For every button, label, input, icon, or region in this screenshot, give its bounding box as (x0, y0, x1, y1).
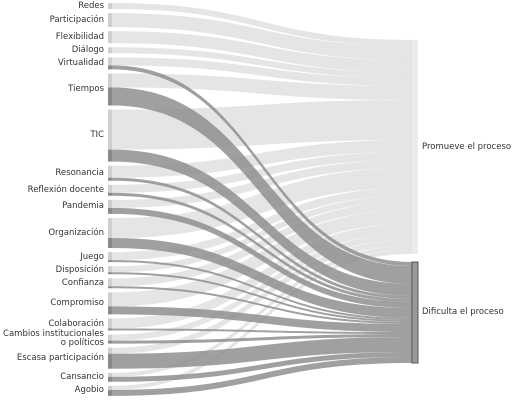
source-label: Disposición (55, 264, 104, 275)
link (112, 357, 412, 396)
source-node (108, 87, 112, 106)
source-node (108, 278, 112, 287)
target-node (412, 40, 418, 254)
source-label: Compromiso (50, 297, 104, 308)
link (112, 328, 412, 334)
source-node (108, 328, 112, 331)
link (112, 27, 412, 262)
source-node (108, 266, 112, 273)
source-node (108, 109, 112, 150)
source-node (108, 372, 112, 377)
link (112, 238, 412, 318)
source-node (108, 73, 112, 88)
source-node (108, 57, 112, 66)
link (112, 337, 412, 369)
target-label: Dificulta el proceso (422, 307, 504, 317)
link (112, 234, 412, 341)
source-node (108, 207, 112, 214)
source-node (108, 306, 112, 315)
source-node (108, 184, 112, 193)
source-label: Reflexión docente (27, 184, 104, 195)
link (112, 149, 412, 296)
target-node (411, 261, 419, 364)
link (112, 31, 412, 72)
source-node (108, 292, 112, 307)
link (112, 246, 412, 377)
source-label: Redes (78, 0, 104, 11)
source-node (108, 347, 112, 354)
link (112, 334, 412, 344)
link (112, 196, 412, 273)
source-label: Diálogo (71, 44, 104, 55)
source-label: Flexibilidad (55, 31, 104, 42)
source-node (108, 318, 112, 329)
link (112, 13, 412, 61)
source-node (108, 47, 112, 54)
source-label: TIC (90, 130, 104, 141)
source-node (108, 389, 112, 396)
source-node (108, 3, 112, 9)
link (112, 73, 412, 100)
source-node (108, 340, 112, 344)
source-node (108, 353, 112, 369)
source-node (108, 334, 112, 341)
source-label: Cambios institucionales o políticos (3, 329, 104, 349)
source-node (108, 272, 112, 275)
link (112, 87, 412, 284)
source-label: Colaboración (48, 319, 104, 329)
source-node (108, 65, 112, 70)
target-label: Promueve el proceso (422, 141, 512, 152)
source-label: Cansancio (60, 371, 104, 382)
source-label: Juego (80, 251, 104, 262)
link (112, 260, 412, 320)
source-label: Tiempos (68, 84, 104, 94)
source-label: Confianza (61, 277, 104, 288)
source-node (108, 286, 112, 289)
source-node (108, 218, 112, 238)
link (112, 352, 412, 382)
link (112, 202, 412, 287)
source-label: Pandemia (62, 201, 104, 212)
source-label: Escasa participación (16, 352, 104, 363)
link (112, 286, 412, 324)
source-node (108, 177, 112, 181)
source-label: Agobio (74, 385, 104, 396)
link (112, 3, 412, 46)
link (112, 57, 412, 86)
link (112, 177, 412, 299)
link (112, 65, 412, 267)
link (112, 47, 412, 78)
link (112, 192, 412, 302)
source-node (108, 199, 112, 208)
source-label: Participación (49, 14, 104, 25)
source-label: Organización (48, 227, 104, 238)
link (112, 152, 412, 193)
source-node (108, 385, 112, 390)
link (112, 272, 412, 322)
source-node (108, 192, 112, 196)
source-label: Virtualidad (57, 57, 104, 68)
link (112, 306, 412, 332)
source-node (108, 376, 112, 382)
source-node (108, 149, 112, 162)
link (112, 207, 412, 308)
source-label: Resonancia (55, 167, 104, 178)
source-node (108, 165, 112, 178)
source-node (108, 238, 112, 248)
source-node (108, 13, 112, 28)
source-node (108, 252, 112, 261)
source-node (108, 260, 112, 263)
source-node (108, 31, 112, 44)
